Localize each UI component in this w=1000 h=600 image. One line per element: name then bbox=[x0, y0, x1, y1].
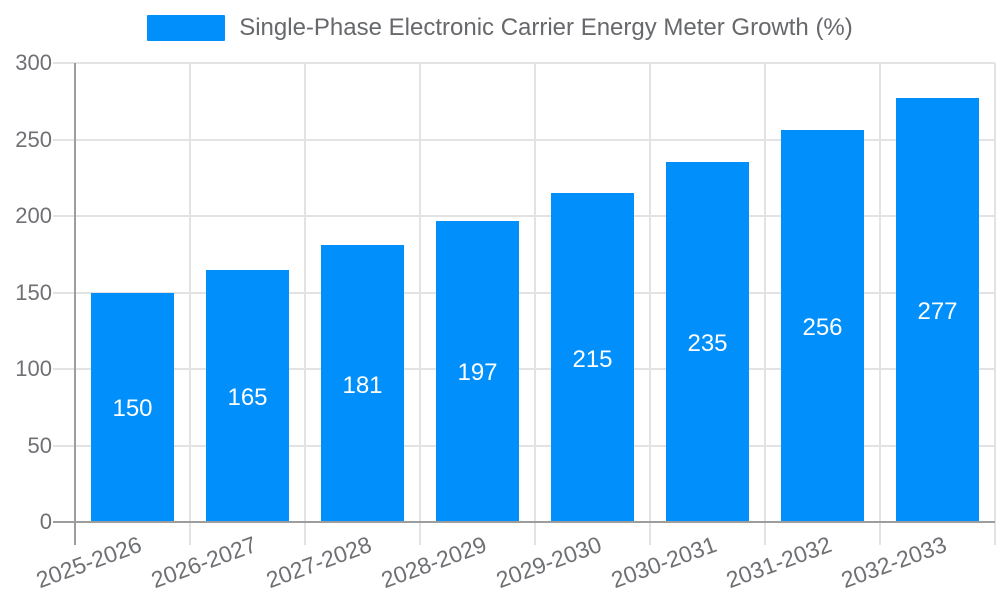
gridline-horizontal bbox=[53, 444, 995, 447]
bar[interactable] bbox=[896, 98, 979, 522]
gridline-vertical bbox=[419, 63, 421, 545]
x-axis-tick-label: 2025-2026 bbox=[32, 531, 145, 594]
x-axis-tick-label: 2032-2033 bbox=[837, 531, 950, 594]
y-axis-tick-label: 300 bbox=[15, 50, 52, 75]
gridline-vertical bbox=[649, 63, 651, 545]
gridline-vertical bbox=[304, 63, 306, 545]
x-axis-tick-label: 2027-2028 bbox=[262, 531, 375, 594]
x-axis-tick-label: 2028-2029 bbox=[377, 531, 490, 594]
x-axis-tick-label: 2026-2027 bbox=[147, 531, 260, 594]
gridline-vertical bbox=[534, 63, 536, 545]
gridline-vertical bbox=[879, 63, 881, 545]
y-axis-line bbox=[74, 63, 76, 545]
gridline-vertical bbox=[994, 63, 996, 545]
bar[interactable] bbox=[666, 162, 749, 522]
bar-value-label: 181 bbox=[342, 371, 383, 399]
bar-value-label: 150 bbox=[112, 395, 153, 423]
y-axis-tick-label: 250 bbox=[15, 126, 52, 152]
gridline-horizontal bbox=[53, 291, 995, 294]
bar[interactable] bbox=[321, 245, 404, 522]
x-axis-line bbox=[53, 521, 995, 523]
gridline-vertical bbox=[189, 63, 191, 545]
bar[interactable] bbox=[206, 269, 289, 522]
chart-legend: Single-Phase Electronic Carrier Energy M… bbox=[0, 14, 1000, 42]
gridline-horizontal bbox=[53, 215, 995, 217]
gridline-horizontal bbox=[53, 138, 995, 141]
bar-value-label: 235 bbox=[687, 330, 728, 358]
gridline-horizontal bbox=[53, 62, 995, 64]
bar[interactable] bbox=[91, 292, 174, 522]
y-axis-tick-label: 0 bbox=[39, 509, 52, 534]
gridline-horizontal bbox=[53, 368, 995, 370]
bar[interactable] bbox=[551, 193, 634, 522]
legend-color-swatch bbox=[147, 15, 226, 41]
bar-value-label: 215 bbox=[572, 345, 613, 373]
x-axis-tick-label: 2030-2031 bbox=[607, 531, 720, 594]
bar-value-label: 277 bbox=[917, 298, 958, 326]
legend-item[interactable]: Single-Phase Electronic Carrier Energy M… bbox=[147, 14, 853, 42]
y-axis-tick-label: 150 bbox=[15, 279, 52, 305]
gridline-vertical bbox=[764, 63, 766, 545]
y-axis-tick-label: 50 bbox=[27, 432, 52, 458]
bar[interactable] bbox=[781, 130, 864, 522]
bar-value-label: 197 bbox=[457, 359, 498, 387]
bar-value-label: 256 bbox=[802, 314, 843, 342]
legend-label: Single-Phase Electronic Carrier Energy M… bbox=[239, 14, 853, 41]
bar[interactable] bbox=[436, 220, 519, 522]
x-axis-tick-label: 2029-2030 bbox=[492, 531, 605, 594]
x-axis-tick-label: 2031-2032 bbox=[722, 531, 835, 594]
y-axis-tick-label: 200 bbox=[15, 203, 52, 228]
bar-value-label: 165 bbox=[227, 383, 268, 411]
y-axis-tick-label: 100 bbox=[15, 356, 52, 381]
